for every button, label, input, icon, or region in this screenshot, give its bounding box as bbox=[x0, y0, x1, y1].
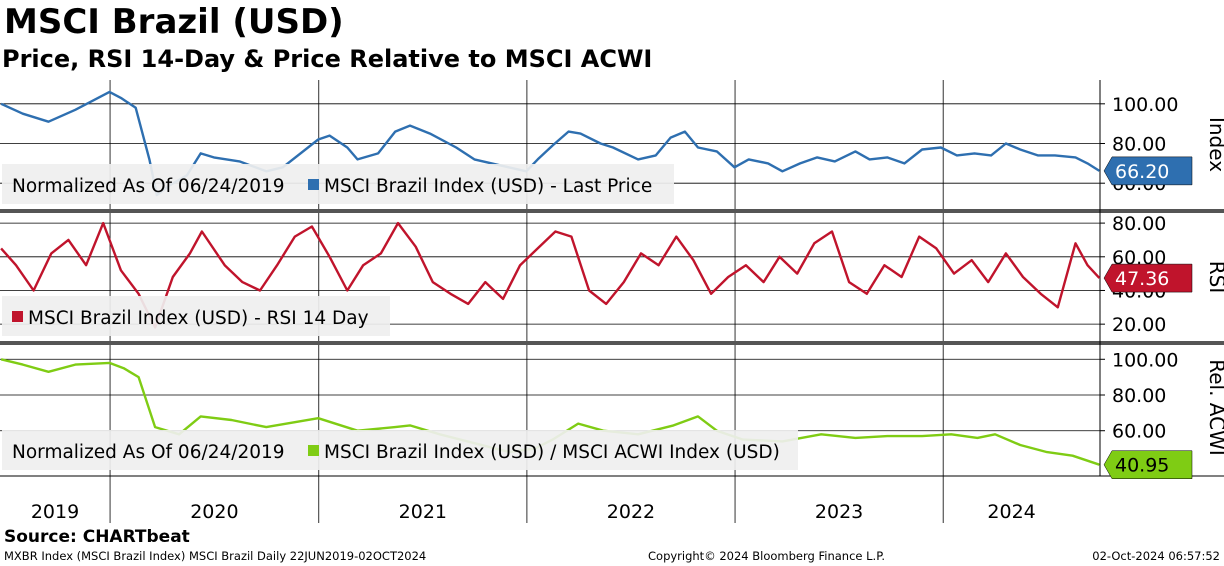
last-value-tag bbox=[1103, 450, 1193, 479]
x-tick-label: 2024 bbox=[987, 501, 1035, 523]
y-tick-label: 20.00 bbox=[1112, 314, 1166, 336]
legend-prefix: Normalized As Of 06/24/2019 bbox=[12, 442, 285, 463]
y-tick-label: 80.00 bbox=[1112, 213, 1166, 235]
last-value-text: 66.20 bbox=[1115, 161, 1169, 183]
footer-copyright: Copyright© 2024 Bloomberg Finance L.P. bbox=[648, 549, 885, 563]
y-tick-label: 60.00 bbox=[1112, 421, 1166, 443]
legend-box bbox=[2, 296, 390, 336]
legend-swatch bbox=[12, 311, 23, 322]
axis-title: Rel. ACWI bbox=[1205, 359, 1224, 456]
last-value-box bbox=[1103, 450, 1193, 479]
legend-box bbox=[2, 164, 674, 204]
panel-separator bbox=[0, 209, 1224, 213]
axis-title: RSI bbox=[1205, 261, 1224, 294]
last-value-box bbox=[1103, 263, 1193, 293]
y-tick-label: 100.00 bbox=[1112, 349, 1178, 371]
y-tick-label: 80.00 bbox=[1112, 134, 1166, 156]
x-tick-label: 2023 bbox=[815, 501, 863, 523]
y-tick-label: 60.00 bbox=[1112, 247, 1166, 269]
x-tick-label: 2021 bbox=[399, 501, 447, 523]
legend-label: MSCI Brazil Index (USD) - Last Price bbox=[324, 176, 652, 197]
legend-swatch bbox=[308, 179, 319, 190]
x-tick-label: 2020 bbox=[190, 501, 238, 523]
x-tick-label: 2022 bbox=[607, 501, 655, 523]
legend-label: MSCI Brazil Index (USD) - RSI 14 Day bbox=[28, 308, 369, 329]
y-tick-label: 80.00 bbox=[1112, 385, 1166, 407]
last-value-text: 47.36 bbox=[1115, 268, 1169, 290]
axis-title: Index bbox=[1205, 117, 1224, 172]
last-value-text: 40.95 bbox=[1115, 455, 1169, 477]
x-tick-label: 2019 bbox=[31, 501, 79, 523]
footer-timestamp: 02-Oct-2024 06:57:52 bbox=[1092, 549, 1220, 563]
last-value-tag bbox=[1103, 263, 1193, 293]
legend-box bbox=[2, 430, 798, 470]
panel-separator bbox=[0, 341, 1224, 345]
last-value-box bbox=[1103, 156, 1193, 186]
legend-prefix: Normalized As Of 06/24/2019 bbox=[12, 176, 285, 197]
footer-ticker-info: MXBR Index (MSCI Brazil Index) MSCI Braz… bbox=[4, 549, 427, 563]
source-note: Source: CHARTbeat bbox=[4, 527, 190, 547]
legend-swatch bbox=[308, 445, 319, 456]
chart-subtitle: Price, RSI 14-Day & Price Relative to MS… bbox=[2, 45, 653, 73]
legend-label: MSCI Brazil Index (USD) / MSCI ACWI Inde… bbox=[324, 442, 780, 463]
y-tick-label: 100.00 bbox=[1112, 94, 1178, 116]
last-value-tag bbox=[1103, 156, 1193, 186]
chart-title: MSCI Brazil (USD) bbox=[4, 2, 344, 42]
series-line bbox=[0, 221, 1101, 329]
